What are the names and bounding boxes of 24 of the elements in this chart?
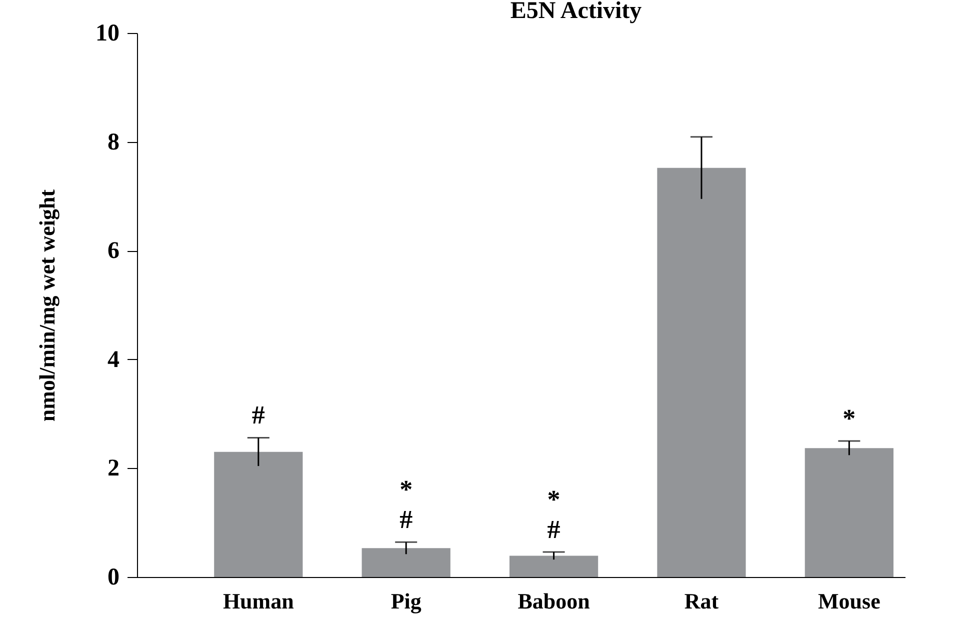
chart-title: E5N Activity: [510, 0, 642, 24]
annotation: *: [547, 484, 560, 514]
x-tick-label: Pig: [390, 588, 422, 614]
bar: [362, 548, 450, 577]
y-tick-label: 2: [108, 456, 120, 482]
bar: [214, 452, 303, 577]
annotation: #: [252, 400, 265, 430]
annotation: *: [842, 404, 856, 433]
bar: [657, 168, 746, 577]
x-tick-label: Baboon: [518, 588, 590, 614]
annotation: #: [400, 505, 413, 534]
x-tick-label: Mouse: [818, 588, 881, 614]
bar: [804, 448, 894, 577]
y-tick-label: 6: [108, 238, 120, 264]
y-tick-label: 0: [108, 564, 120, 590]
y-axis-title: nmol/min/mg wet weight: [34, 188, 60, 422]
annotation: #: [547, 514, 560, 544]
y-tick-label: 8: [108, 129, 120, 156]
bar: [509, 556, 598, 577]
x-tick-label: Human: [222, 588, 294, 614]
x-tick-label: Rat: [684, 588, 720, 614]
annotation: *: [400, 475, 413, 504]
y-tick-label: 10: [96, 20, 120, 46]
y-tick-label: 4: [108, 346, 120, 373]
